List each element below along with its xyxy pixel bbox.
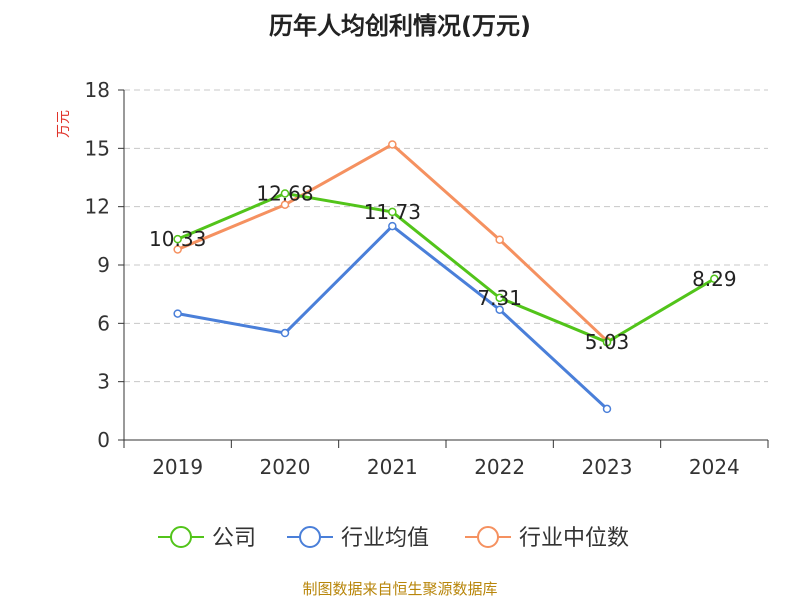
data-point [280,189,290,198]
legend-marker [170,526,192,548]
axes: 0 3 6 9 12 15 18 2019 2020 2021 2022 2023 2024 [85,78,769,479]
chart-title: 历年人均创利情况(万元) [269,12,531,40]
legend-item[interactable]: 公司 [158,526,256,551]
data-point [173,245,182,254]
data-label: 11.73 [364,200,421,224]
data-point [710,274,719,284]
data-point [280,200,290,209]
x-tick-label: 2019 [152,455,203,479]
y-tick-label: 6 [97,311,110,335]
y-tick-label: 18 [85,78,110,102]
data-point [495,305,504,314]
data-label: 8.29 [692,267,737,291]
x-tick-label: 2024 [689,455,740,479]
grid [124,89,768,383]
y-tick-label: 15 [85,136,110,160]
series [173,140,719,414]
series-line [177,191,716,344]
x-tick-label: 2023 [582,455,633,479]
data-point [602,404,612,414]
data-point [495,235,504,244]
data-labels: 10.33 12.68 11.73 7.31 5.03 8.29 [149,181,737,354]
legend-marker [299,526,321,548]
series-line [177,224,609,410]
y-tick-label: 12 [85,195,110,219]
data-point [173,309,182,318]
data-point [388,140,397,149]
legend-item[interactable]: 行业中位数 [465,526,629,551]
series-line [177,142,609,342]
data-point [495,293,504,303]
data-label: 10.33 [149,227,206,251]
source-note: 制图数据来自恒生聚源数据库 [302,580,497,598]
legend-marker [477,526,499,548]
y-tick-label: 3 [97,370,110,394]
x-tick-label: 2022 [474,455,525,479]
x-tick-label: 2020 [260,455,311,479]
y-axis-unit: 万元 [56,110,72,138]
data-label: 12.68 [256,181,313,205]
x-tick-label: 2021 [367,455,418,479]
data-point [173,234,182,244]
legend-item[interactable]: 行业均值 [287,526,429,551]
data-point [388,221,397,231]
data-label: 7.31 [477,286,522,310]
legend-label: 行业中位数 [519,526,629,551]
y-tick-label: 9 [97,253,110,277]
data-point [602,337,612,347]
legend[interactable]: 公司 行业均值 行业中位数 [158,526,629,551]
data-point [388,207,397,217]
legend-label: 行业均值 [341,526,429,551]
data-point [280,328,290,338]
y-tick-label: 0 [97,428,110,452]
data-label: 5.03 [585,330,630,354]
legend-label: 公司 [212,526,256,551]
